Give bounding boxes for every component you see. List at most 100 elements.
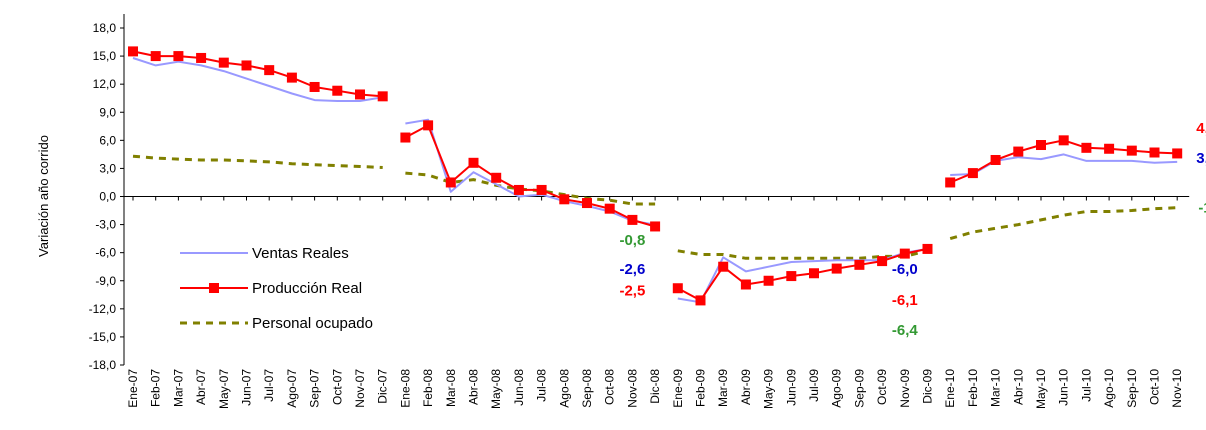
data-point-marker: [400, 132, 411, 143]
series-personal-ocupado: [132, 154, 1178, 260]
y-tick-label: -18,0: [89, 358, 117, 372]
y-tick-label: -6,0: [95, 246, 116, 260]
x-tick-label: Nov-07: [353, 369, 367, 408]
x-tick-label: Feb-10: [966, 369, 980, 407]
x-tick-label: Jun-09: [784, 369, 798, 406]
data-point-marker: [672, 283, 683, 294]
x-tick-label: Abr-10: [1011, 369, 1025, 405]
legend: Ventas Reales Producción Real Personal ocu…: [180, 245, 373, 332]
x-tick-label: Sep-08: [580, 369, 594, 408]
x-tick-label: Mar-07: [171, 369, 185, 407]
series-producción-real: [128, 46, 1183, 306]
x-tick-label: Abr-09: [739, 369, 753, 405]
data-point-marker: [922, 243, 933, 254]
data-point-marker: [355, 89, 365, 100]
legend-label: Personal ocupado: [252, 315, 373, 332]
x-tick-label: Ene-07: [126, 369, 140, 408]
data-point-marker: [173, 51, 184, 62]
data-point-marker: [309, 81, 320, 92]
data-point-marker: [809, 268, 819, 279]
value-label: -1,2: [1198, 199, 1206, 216]
x-tick-label: Mar-09: [716, 369, 730, 407]
y-tick-label: -9,0: [95, 274, 116, 288]
x-tick-label: Ago-07: [285, 369, 299, 408]
y-axis-title-group: Variación año corrido: [36, 135, 51, 257]
value-label: -2,5: [619, 283, 645, 300]
x-tick-label: Abr-07: [194, 369, 208, 405]
x-tick-label: Nov-09: [898, 369, 912, 408]
data-point-marker: [967, 168, 978, 179]
x-tick-label: May-09: [762, 369, 776, 409]
y-tick-label: 3,0: [99, 161, 116, 175]
data-point-marker: [695, 295, 706, 306]
data-point-marker: [445, 177, 456, 188]
x-tick-label: Sep-09: [852, 369, 866, 408]
x-tick-label: May-07: [217, 369, 231, 409]
x-tick-label: Sep-07: [308, 369, 322, 408]
series-line: [404, 124, 656, 228]
series-line: [949, 206, 1178, 241]
x-tick-label: Feb-09: [694, 369, 708, 407]
data-point-marker: [150, 51, 161, 62]
data-point-marker: [854, 259, 865, 270]
x-tick-label: Feb-08: [421, 369, 435, 407]
data-point-marker: [332, 85, 343, 96]
x-tick-label: Abr-08: [467, 369, 481, 405]
x-tick-label: Oct-10: [1148, 369, 1162, 405]
data-point-marker: [786, 271, 797, 282]
x-tick-label: Ago-09: [830, 369, 844, 408]
series-ventas-reales: [132, 57, 1178, 304]
x-tick-label: Oct-07: [330, 369, 344, 405]
series-line: [132, 50, 383, 98]
y-tick-label: -12,0: [89, 302, 117, 316]
y-tick-label: 18,0: [93, 21, 117, 35]
data-point-marker: [491, 172, 502, 183]
data-point-marker: [877, 256, 888, 267]
data-point-marker: [1104, 143, 1115, 154]
data-point-marker: [286, 72, 297, 83]
value-label: -6,4: [892, 322, 919, 339]
x-tick-label: Mar-10: [989, 369, 1003, 407]
x-tick-label: Jun-08: [512, 369, 526, 406]
data-point-marker: [1013, 146, 1024, 157]
x-tick-label: Feb-07: [149, 369, 163, 407]
x-tick-label: Mar-08: [444, 369, 458, 407]
data-point-marker: [513, 184, 524, 195]
x-tick-label: Jul-09: [807, 369, 821, 402]
data-point-marker: [1058, 135, 1069, 146]
value-label: -6,0: [892, 261, 918, 278]
value-label: -2,6: [619, 261, 645, 278]
data-point-marker: [128, 46, 138, 57]
x-tick-label: Sep-10: [1125, 369, 1139, 408]
data-point-marker: [604, 203, 615, 214]
x-tick-label: Ene-09: [671, 369, 685, 408]
x-tick-label: May-08: [489, 369, 503, 409]
data-point-marker: [559, 194, 570, 205]
data-point-marker: [990, 154, 1001, 165]
data-point-marker: [1081, 142, 1092, 153]
data-point-marker: [1149, 147, 1160, 158]
series-line: [132, 57, 383, 102]
y-tick-label: 6,0: [99, 133, 116, 147]
x-tick-label: Jul-08: [535, 369, 549, 402]
data-point-marker: [740, 279, 751, 290]
data-point-marker: [536, 184, 547, 195]
legend-marker: [209, 283, 219, 293]
data-point-marker: [582, 198, 592, 209]
legend-label: Ventas Reales: [252, 245, 349, 262]
value-label: 3,7: [1196, 150, 1206, 167]
annotations: -0,8 -2,6 -2,5 -6,0 -6,1 -6,4 4,7 3,7 -1,2: [619, 120, 1206, 339]
x-tick-label: Nov-10: [1170, 369, 1184, 408]
data-point-marker: [831, 263, 842, 274]
y-tick-label: 9,0: [99, 105, 116, 119]
data-point-marker: [468, 157, 479, 168]
y-tick-label: 12,0: [93, 77, 117, 91]
y-axis-title: Variación año corrido: [36, 135, 51, 257]
y-tick-label: -3,0: [95, 218, 116, 232]
data-point-marker: [377, 91, 388, 102]
series-line: [132, 154, 383, 169]
x-tick-label: Nov-08: [625, 369, 639, 408]
value-label: -0,8: [619, 232, 645, 249]
x-tick-label: Oct-09: [875, 369, 889, 405]
data-point-marker: [423, 120, 434, 131]
